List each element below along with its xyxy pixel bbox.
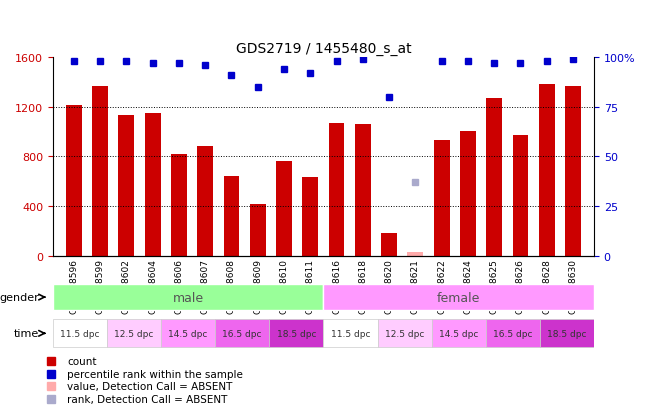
FancyBboxPatch shape: [486, 320, 540, 347]
Bar: [250, 204, 265, 256]
FancyBboxPatch shape: [53, 320, 107, 347]
Bar: [66, 106, 82, 256]
Bar: [513, 136, 528, 256]
Text: 12.5 dpc: 12.5 dpc: [385, 329, 424, 338]
Title: GDS2719 / 1455480_s_at: GDS2719 / 1455480_s_at: [236, 41, 411, 55]
Bar: [355, 125, 371, 256]
Text: 14.5 dpc: 14.5 dpc: [439, 329, 478, 338]
Bar: [434, 141, 449, 256]
Text: 12.5 dpc: 12.5 dpc: [114, 329, 154, 338]
Bar: [407, 252, 423, 256]
FancyBboxPatch shape: [378, 320, 432, 347]
Text: value, Detection Call = ABSENT: value, Detection Call = ABSENT: [67, 381, 233, 391]
Bar: [224, 177, 240, 256]
Bar: [92, 86, 108, 256]
Bar: [329, 123, 345, 256]
FancyBboxPatch shape: [540, 320, 594, 347]
FancyBboxPatch shape: [215, 320, 269, 347]
Bar: [539, 85, 554, 256]
Text: female: female: [437, 291, 480, 304]
Bar: [565, 86, 581, 256]
FancyBboxPatch shape: [269, 320, 323, 347]
Text: 16.5 dpc: 16.5 dpc: [222, 329, 262, 338]
FancyBboxPatch shape: [323, 320, 378, 347]
FancyBboxPatch shape: [432, 320, 486, 347]
FancyBboxPatch shape: [53, 284, 323, 311]
Bar: [302, 178, 318, 256]
Text: male: male: [172, 291, 204, 304]
FancyBboxPatch shape: [323, 284, 594, 311]
Bar: [381, 233, 397, 256]
Text: 18.5 dpc: 18.5 dpc: [547, 329, 587, 338]
Text: rank, Detection Call = ABSENT: rank, Detection Call = ABSENT: [67, 394, 228, 404]
Bar: [119, 116, 134, 256]
Text: time: time: [14, 328, 40, 339]
Bar: [486, 99, 502, 256]
Bar: [276, 162, 292, 256]
Bar: [145, 114, 160, 256]
Text: gender: gender: [0, 292, 40, 302]
Text: count: count: [67, 356, 97, 366]
Text: 11.5 dpc: 11.5 dpc: [60, 329, 100, 338]
Bar: [460, 132, 476, 256]
Text: 11.5 dpc: 11.5 dpc: [331, 329, 370, 338]
Text: 14.5 dpc: 14.5 dpc: [168, 329, 208, 338]
Text: percentile rank within the sample: percentile rank within the sample: [67, 369, 243, 379]
Bar: [197, 147, 213, 256]
FancyBboxPatch shape: [161, 320, 215, 347]
Text: 18.5 dpc: 18.5 dpc: [277, 329, 316, 338]
Text: 16.5 dpc: 16.5 dpc: [493, 329, 533, 338]
Bar: [171, 154, 187, 256]
FancyBboxPatch shape: [107, 320, 161, 347]
